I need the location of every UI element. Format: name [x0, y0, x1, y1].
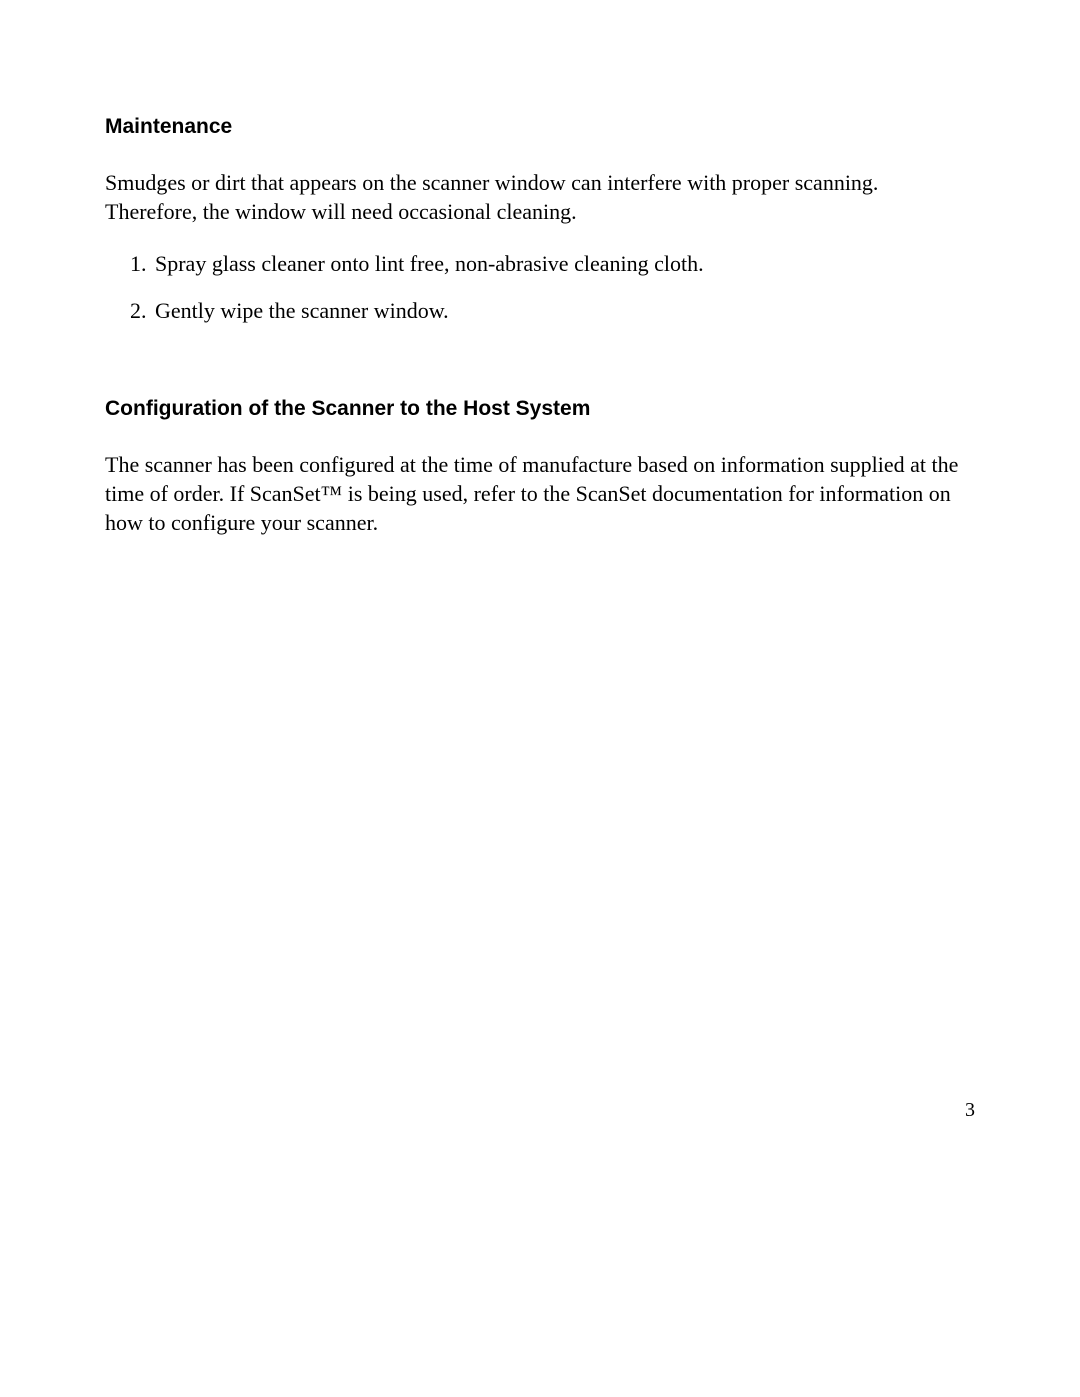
maintenance-intro: Smudges or dirt that appears on the scan…: [105, 169, 975, 226]
maintenance-steps-list: 1. Spray glass cleaner onto lint free, n…: [105, 250, 975, 325]
page-content: Maintenance Smudges or dirt that appears…: [0, 0, 1080, 537]
list-text: Spray glass cleaner onto lint free, non-…: [155, 251, 704, 276]
configuration-body: The scanner has been configured at the t…: [105, 451, 975, 537]
page-number: 3: [965, 1099, 975, 1122]
maintenance-heading: Maintenance: [105, 115, 975, 139]
list-text: Gently wipe the scanner window.: [155, 298, 449, 323]
list-number: 1.: [130, 250, 147, 279]
list-number: 2.: [130, 297, 147, 326]
configuration-heading: Configuration of the Scanner to the Host…: [105, 397, 975, 421]
list-item: 2. Gently wipe the scanner window.: [155, 297, 975, 326]
section-gap: [105, 349, 975, 397]
list-item: 1. Spray glass cleaner onto lint free, n…: [155, 250, 975, 279]
